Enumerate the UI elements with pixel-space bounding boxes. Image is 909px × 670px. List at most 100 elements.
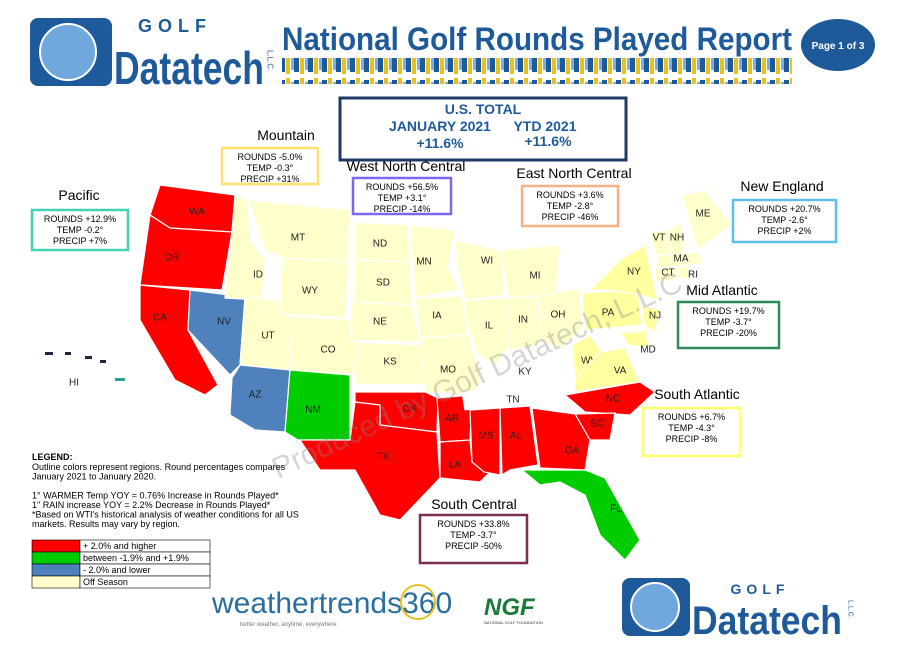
region-precip: PRECIP +7%	[53, 236, 107, 246]
region-rounds: ROUNDS -5.0%	[237, 152, 302, 162]
logo-globe	[630, 582, 680, 632]
region-temp: TEMP +3.1°	[378, 193, 427, 203]
region-box	[30, 208, 130, 252]
legend-notes: Outline colors represent regions. Round …	[32, 462, 299, 529]
state-label: MI	[529, 271, 540, 282]
region-temp: TEMP -3.7°	[705, 317, 752, 327]
logo-main: Datatech	[692, 599, 842, 643]
title-decoration	[282, 58, 792, 84]
state-label: MS	[479, 431, 494, 442]
region-temp: TEMP -2.8°	[547, 201, 594, 211]
region-name: Mountain	[257, 127, 315, 143]
state-label: IN	[518, 315, 528, 326]
state-label: TN	[506, 395, 519, 406]
state	[224, 194, 266, 301]
state-label: ME	[696, 209, 711, 220]
us-total-value: +11.6%	[524, 133, 572, 149]
region-rounds: ROUNDS +56.5%	[366, 182, 438, 192]
region-temp: TEMP -4.3°	[668, 423, 715, 433]
logo-top: GOLF	[138, 16, 212, 36]
us-total-title: U.S. TOTAL	[445, 101, 522, 117]
state	[298, 401, 441, 521]
region-name: West North Central	[347, 158, 466, 174]
state	[681, 189, 733, 251]
state	[520, 469, 641, 561]
state-label: CO	[321, 345, 336, 356]
region-box	[520, 184, 620, 228]
region-boxes: Pacific ROUNDS +12.9%TEMP -0.2°PRECIP +7%…	[30, 127, 838, 565]
legend-label: Off Season	[83, 577, 128, 587]
legend-label: + 2.0% and higher	[83, 541, 156, 551]
state	[531, 407, 591, 471]
state	[479, 359, 566, 393]
state-label: SD	[376, 278, 390, 289]
state-label: IA	[432, 311, 442, 322]
state	[588, 244, 659, 301]
state-label: GA	[565, 446, 580, 457]
island	[115, 378, 125, 381]
us-total-col-label: YTD 2021	[513, 118, 576, 134]
region-name: New England	[740, 178, 823, 194]
region-name: East North Central	[516, 165, 631, 181]
state-label: NE	[373, 317, 387, 328]
state-label: AL	[510, 431, 523, 442]
region-box	[676, 300, 781, 350]
state-label: IL	[485, 321, 494, 332]
legend-swatch	[31, 563, 81, 577]
state-label: FL	[610, 504, 622, 515]
state-label: LA	[449, 460, 462, 471]
state	[279, 257, 349, 319]
island	[100, 360, 106, 363]
state-label: KS	[383, 357, 397, 368]
region-temp: TEMP -0.2°	[57, 225, 104, 235]
state-label: NC	[606, 394, 620, 405]
state-label: MN	[416, 257, 432, 268]
state	[409, 224, 461, 299]
state-label: WI	[481, 256, 493, 267]
legend-swatch	[31, 539, 81, 553]
region-rounds: ROUNDS +3.6%	[536, 190, 603, 200]
region-precip: PRECIP -14%	[374, 204, 431, 214]
state	[504, 295, 541, 351]
state-label: OK	[403, 404, 418, 415]
region-box	[351, 176, 453, 216]
state-label: NJ	[649, 311, 661, 322]
map: WA OR CA NV ID MT WY UT CO AZ NM ND SD NE KS MN IA MO WI MI…	[45, 184, 733, 561]
region-name: Mid Atlantic	[686, 282, 758, 298]
region-precip: PRECIP -8%	[666, 434, 718, 444]
state-label: MT	[291, 233, 305, 244]
state-label: OR	[165, 253, 180, 264]
state-label: TX	[377, 452, 390, 463]
region-box	[731, 198, 838, 244]
state-label: ID	[253, 270, 263, 281]
state	[419, 334, 483, 396]
state	[454, 239, 506, 301]
region-box	[220, 146, 320, 186]
region-precip: PRECIP +31%	[240, 174, 299, 184]
region-name: Pacific	[58, 187, 99, 203]
legend-note: markets. Results may vary by region.	[32, 519, 180, 529]
state-label: ND	[373, 239, 387, 250]
weathertrends-logo: weathertrends360	[211, 587, 452, 620]
logo-suffix: L.L.C.	[847, 600, 854, 619]
legend-note: *Based on WTI's historical analysis of w…	[32, 510, 299, 520]
state-label: MO	[440, 365, 456, 376]
state-label: AZ	[249, 390, 262, 401]
island	[45, 352, 53, 355]
page-number: Page 1 of 3	[812, 41, 865, 52]
region-box	[418, 513, 529, 565]
state-label: RI	[688, 270, 698, 281]
logo-suffix: L.L.C.	[266, 50, 275, 71]
state-label: CA	[153, 313, 167, 324]
region-rounds: ROUNDS +6.7%	[658, 412, 725, 422]
state-label: SC	[590, 419, 604, 430]
weathertrends-tagline: better weather, anytime, everywhere	[240, 622, 337, 628]
island	[85, 356, 92, 359]
state-label: WV	[581, 356, 597, 367]
state-label: KY	[518, 367, 532, 378]
legend: + 2.0% and higher between -1.9% and +1.9%…	[31, 539, 211, 589]
region-name: South Central	[431, 496, 517, 512]
region-rounds: ROUNDS +33.8%	[437, 519, 509, 529]
state-label: CT	[661, 268, 674, 279]
